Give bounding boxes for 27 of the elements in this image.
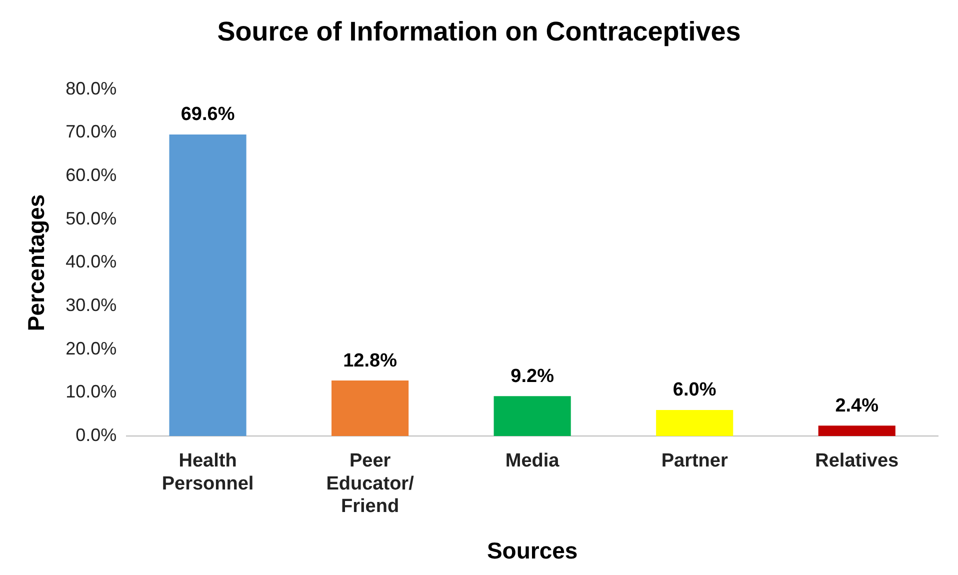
data-label: 2.4% (835, 395, 879, 416)
x-tick-label: Peer Educator/Friend (326, 450, 415, 518)
x-tick-label: Media (505, 450, 560, 472)
bar (494, 396, 571, 436)
y-tick-label: 20.0% (66, 338, 117, 358)
x-axis-title: Sources (486, 538, 578, 564)
chart-title: Source of Information on Contraceptives (217, 16, 741, 47)
x-tick-label: Partner (661, 450, 728, 472)
y-tick-label: 10.0% (66, 382, 117, 402)
data-label: 12.8% (343, 350, 398, 372)
bar (656, 410, 734, 436)
y-tick-label: 50.0% (66, 208, 117, 228)
y-tick-label: 70.0% (66, 122, 117, 142)
y-tick-label: 80.0% (66, 78, 117, 98)
y-tick-label: 0.0% (76, 424, 117, 445)
data-label: 69.6% (180, 104, 235, 126)
data-label: 6.0% (672, 380, 716, 401)
bar (169, 134, 246, 436)
x-tick-label: Relatives (815, 450, 899, 472)
y-axis-title: Percentages (23, 194, 50, 332)
bar (332, 380, 409, 436)
y-tick-label: 40.0% (66, 252, 117, 272)
y-tick-label: 30.0% (66, 294, 117, 315)
data-label: 9.2% (510, 366, 554, 387)
x-tick-label: Health Personnel (162, 450, 254, 494)
bar (818, 426, 896, 436)
y-tick-label: 60.0% (66, 165, 117, 186)
